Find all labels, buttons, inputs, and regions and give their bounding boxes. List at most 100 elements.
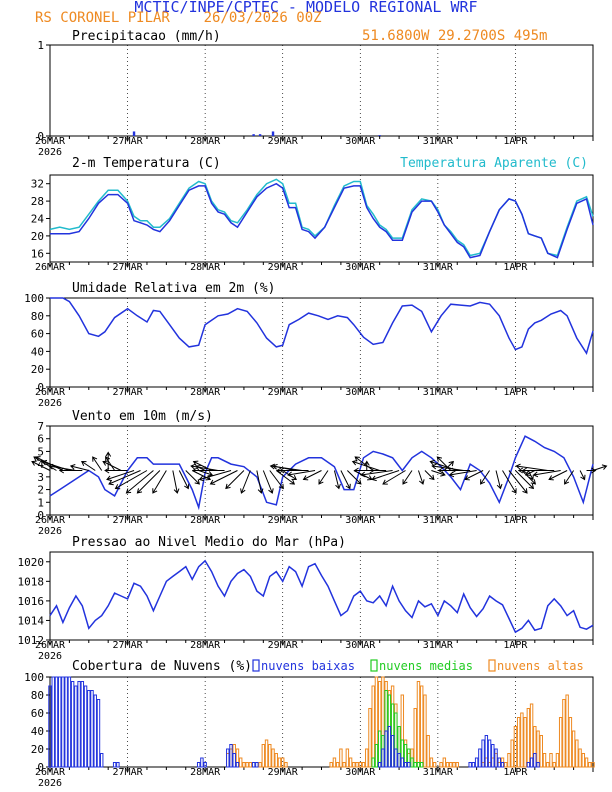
legend-swatch: [488, 659, 496, 672]
x-tick-label: 1APR: [503, 262, 528, 273]
panel-clouds: [46, 659, 595, 772]
panel-title: Umidade Relativa em 2m (%): [72, 281, 276, 296]
cloud-bar-nuvens-altas: [581, 753, 586, 768]
panel-precip: [46, 44, 594, 141]
y-tick-label: 100: [24, 671, 44, 684]
cloud-bar-nuvens-medias: [419, 762, 424, 768]
cloud-bar-nuvens-altas: [445, 762, 450, 768]
x-tick-label: 29MAR: [268, 767, 299, 778]
cloud-bar-nuvens-baixas: [491, 744, 495, 768]
cloud-bar-nuvens-altas: [264, 739, 269, 768]
x-tick-label: 1APR: [503, 515, 528, 526]
cloud-bar-nuvens-altas: [238, 757, 243, 768]
y-tick-label: 4: [37, 458, 44, 471]
cloud-bar-nuvens-altas: [371, 685, 375, 768]
x-year-label: 2026: [38, 398, 62, 409]
legend-entry: nuvens altas: [497, 659, 584, 673]
x-tick-label: 28MAR: [190, 262, 221, 273]
wind-arrow: [136, 470, 161, 494]
panel-temp: [46, 174, 594, 267]
legend-swatch: [252, 659, 260, 672]
cloud-bar-nuvens-baixas: [387, 726, 392, 768]
wind-arrow: [58, 467, 83, 474]
x-tick-label: 30MAR: [345, 515, 376, 526]
cloud-bar-nuvens-baixas: [226, 748, 230, 768]
wind-arrow: [178, 470, 190, 490]
cloud-bar-nuvens-altas: [274, 753, 278, 768]
cloud-bar-nuvens-baixas: [200, 757, 204, 768]
station-run-label: RS CORONEL PILAR 26/03/2026 00Z: [35, 10, 322, 26]
x-tick-label: 31MAR: [423, 262, 454, 273]
cloud-bar-nuvens-baixas: [403, 762, 408, 768]
cloud-bar-nuvens-altas: [507, 753, 511, 768]
y-tick-label: 3: [37, 471, 44, 484]
cloud-bar-nuvens-altas: [416, 681, 421, 768]
cloud-bar-nuvens-altas: [361, 762, 366, 768]
wind-arrow: [114, 470, 148, 490]
x-tick-label: 29MAR: [268, 515, 299, 526]
series-line-2-m-temperatura: [50, 182, 594, 259]
x-tick-label: 29MAR: [268, 262, 299, 273]
x-year-label: 2026: [38, 147, 62, 158]
wind-arrow: [190, 463, 219, 471]
panel-frame: [49, 676, 594, 768]
wind-arrow: [81, 460, 96, 471]
x-tick-label: 29MAR: [268, 640, 299, 651]
panel-title: Precipitacao (mm/h): [72, 29, 221, 44]
wind-arrow: [185, 470, 200, 485]
wind-arrow: [225, 470, 245, 490]
x-tick-label: 1APR: [503, 387, 528, 398]
cloud-bar-nuvens-baixas: [90, 690, 94, 768]
cloud-bar-nuvens-altas: [345, 748, 350, 768]
x-tick-label: 27MAR: [113, 387, 144, 398]
wind-arrow: [172, 470, 180, 494]
y-tick-label: 1: [37, 39, 44, 52]
cloud-bar-nuvens-baixas: [74, 685, 78, 768]
cloud-bar-nuvens-altas: [455, 762, 459, 768]
cloud-bar-nuvens-baixas: [251, 762, 256, 768]
cloud-bar-nuvens-baixas: [526, 762, 531, 768]
cloud-bar-nuvens-baixas: [77, 681, 81, 768]
x-year-label: 2026: [38, 526, 62, 537]
cloud-bar-nuvens-baixas: [500, 762, 505, 768]
wind-arrow: [198, 470, 214, 477]
wind-arrow: [495, 470, 503, 490]
x-tick-label: 27MAR: [113, 515, 144, 526]
cloud-bar-nuvens-altas: [355, 762, 359, 768]
panel-rh: [46, 297, 594, 392]
cloud-bar-nuvens-baixas: [48, 685, 52, 768]
wind-arrow: [92, 456, 103, 471]
cloud-bar-nuvens-baixas: [54, 676, 59, 768]
cloud-bar-nuvens-baixas: [93, 694, 97, 768]
cloud-bar-nuvens-baixas: [478, 748, 482, 768]
cloud-bar-nuvens-altas: [413, 708, 417, 768]
y-tick-label: 1012: [18, 634, 45, 647]
cloud-bar-nuvens-baixas: [394, 748, 398, 768]
y-tick-label: 0: [37, 761, 44, 774]
cloud-bar-nuvens-altas: [546, 762, 550, 768]
y-tick-label: 28: [31, 195, 44, 208]
y-tick-label: 24: [31, 213, 45, 226]
cloud-bar-nuvens-altas: [365, 748, 369, 768]
cloud-bar-nuvens-baixas: [487, 739, 492, 768]
cloud-bar-nuvens-altas: [342, 762, 346, 768]
wind-arrow: [125, 470, 154, 494]
cloud-bar-nuvens-baixas: [536, 762, 540, 768]
cloud-bar-nuvens-baixas: [51, 676, 55, 768]
legend-swatch: [370, 659, 378, 672]
x-tick-label: 30MAR: [345, 767, 376, 778]
precip-bar: [271, 131, 275, 136]
cloud-bar-nuvens-altas: [552, 762, 556, 768]
wind-arrow: [521, 467, 555, 474]
wind-arrow: [508, 470, 528, 494]
cloud-bar-nuvens-baixas: [70, 681, 75, 768]
y-tick-label: 0: [37, 130, 44, 143]
cloud-bar-nuvens-baixas: [397, 753, 401, 768]
y-tick-label: 0: [37, 381, 44, 394]
cloud-bar-nuvens-medias: [374, 744, 379, 768]
x-tick-label: 27MAR: [113, 640, 144, 651]
wind-arrow: [275, 470, 296, 485]
y-tick-label: 60: [31, 707, 44, 720]
wind-arrow: [108, 470, 141, 486]
cloud-bar-nuvens-medias: [410, 757, 414, 768]
